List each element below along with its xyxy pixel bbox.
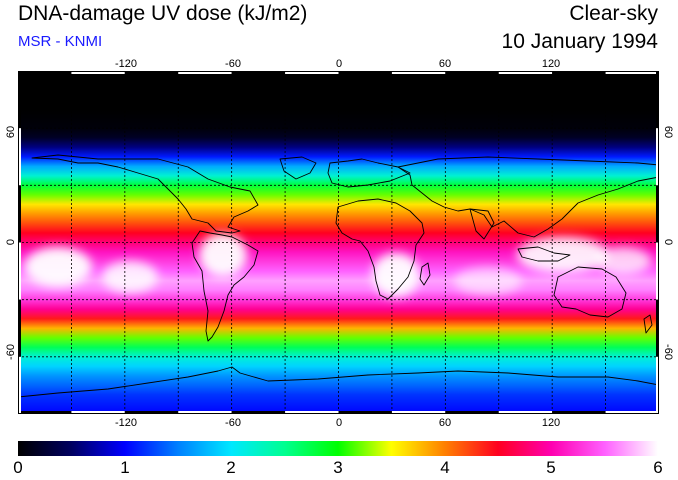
patch-south-america xyxy=(199,233,247,277)
lon-tick-bottom-120: 120 xyxy=(541,417,561,429)
lon-tick-top-0: 0 xyxy=(335,58,343,70)
frame-segment-left xyxy=(18,71,21,129)
frame-border xyxy=(18,71,659,414)
frame-segment-left xyxy=(18,356,21,414)
frame-segment-left xyxy=(18,128,21,186)
patch-west-pacific xyxy=(517,237,609,273)
map-title: DNA-damage UV dose (kJ/m2) xyxy=(18,2,308,25)
uv-dose-map xyxy=(18,71,659,414)
australia-outline xyxy=(553,266,627,318)
frame-segment-bottom xyxy=(178,411,232,414)
frame-segment-right xyxy=(656,128,659,186)
frame-segment-right xyxy=(656,242,659,300)
lon-tick-bottom-minus60: -60 xyxy=(225,417,241,429)
frame-segment-top xyxy=(552,71,606,74)
lat-tick-right-0: 0 xyxy=(662,238,674,246)
colorbar-gradient xyxy=(18,441,658,456)
lat-tick-left-minus60: -60 xyxy=(5,344,17,360)
colorbar-label-3: 3 xyxy=(333,458,343,477)
frame-segment-top xyxy=(71,71,125,74)
asia-outline xyxy=(397,156,659,238)
frame-segment-left xyxy=(18,299,21,357)
frame-segment-right xyxy=(656,356,659,414)
madagascar-outline xyxy=(419,262,431,286)
frame-segment-bottom xyxy=(124,411,179,414)
lat-tick-right-60: 60 xyxy=(662,125,674,139)
greenland-outline xyxy=(279,156,317,180)
frame-segment-left xyxy=(18,185,21,243)
frame-segment-top xyxy=(605,71,659,74)
europe-outline xyxy=(327,158,411,188)
colorbar xyxy=(18,441,658,456)
map-frame xyxy=(18,71,659,414)
frame-segment-bottom xyxy=(71,411,125,414)
lon-tick-top-120: 120 xyxy=(541,58,561,70)
frame-segment-top xyxy=(124,71,179,74)
lat-tick-left-60: 60 xyxy=(5,125,17,139)
frame-segment-right xyxy=(656,185,659,243)
colorbar-label-2: 2 xyxy=(226,458,236,477)
frame-segment-left xyxy=(18,242,21,300)
frame-segment-bottom xyxy=(391,411,446,414)
lat-tick-right-minus60: -60 xyxy=(662,344,674,360)
patch-southern-africa xyxy=(372,253,420,297)
frame-segment-top xyxy=(18,71,72,74)
lon-tick-bottom-0: 0 xyxy=(335,417,343,429)
new-zealand-outline xyxy=(643,314,653,334)
frame-segment-bottom xyxy=(552,411,606,414)
lat-tick-left-0: 0 xyxy=(5,238,17,246)
patch-pacific-central xyxy=(102,261,158,293)
india-outline xyxy=(469,208,495,240)
frame-segment-bottom xyxy=(18,411,72,414)
colorbar-label-4: 4 xyxy=(440,458,450,477)
frame-segment-top xyxy=(338,71,392,74)
frame-segment-bottom xyxy=(285,411,339,414)
lon-tick-top-60: 60 xyxy=(438,58,452,70)
africa-outline xyxy=(335,198,425,300)
indonesia-outline xyxy=(517,246,571,262)
high-dose-patches xyxy=(24,233,651,297)
patch-south-pacific xyxy=(595,247,651,275)
south-america-outline xyxy=(191,230,259,342)
patch-pacific-east xyxy=(24,247,92,287)
frame-segment-top xyxy=(178,71,232,74)
frame-segment-top xyxy=(231,71,286,74)
date-label: 10 January 1994 xyxy=(501,30,658,53)
frame-segment-right xyxy=(656,299,659,357)
antarctica-outline xyxy=(18,366,659,398)
frame-segment-top xyxy=(498,71,553,74)
north-america-outline xyxy=(31,154,259,234)
colorbar-label-6: 6 xyxy=(653,458,663,477)
frame-segment-top xyxy=(391,71,446,74)
frame-segment-top xyxy=(285,71,339,74)
graticule xyxy=(18,71,659,414)
frame-segment-bottom xyxy=(605,411,659,414)
source-label: MSR - KNMI xyxy=(18,33,103,50)
frame-segment-right xyxy=(656,71,659,129)
frame-segment-bottom xyxy=(231,411,286,414)
colorbar-label-1: 1 xyxy=(120,458,130,477)
coastlines xyxy=(18,154,659,398)
colorbar-label-0: 0 xyxy=(13,458,23,477)
lon-tick-bottom-60: 60 xyxy=(438,417,452,429)
frame-segment-bottom xyxy=(498,411,553,414)
lon-tick-top-minus120: -120 xyxy=(114,58,138,70)
lon-tick-top-minus60: -60 xyxy=(225,58,241,70)
colorbar-label-5: 5 xyxy=(546,458,556,477)
frame-segment-bottom xyxy=(445,411,499,414)
patch-indian-ocean xyxy=(454,267,522,295)
sky-condition-label: Clear-sky xyxy=(569,2,658,25)
frame-segment-bottom xyxy=(338,411,392,414)
lon-tick-bottom-minus120: -120 xyxy=(114,417,138,429)
frame-segment-top xyxy=(445,71,499,74)
